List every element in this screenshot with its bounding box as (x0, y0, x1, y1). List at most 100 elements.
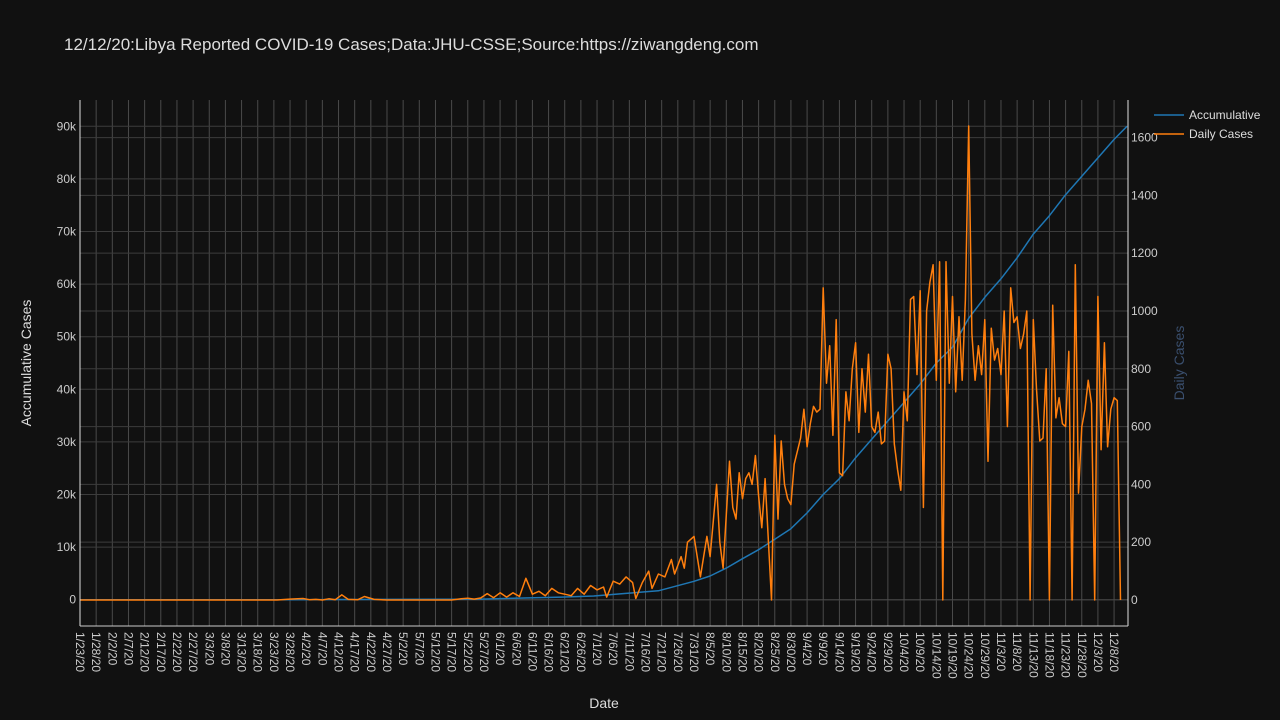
x-tick-label: 11/18/20 (1042, 632, 1056, 678)
x-tick-label: 1/28/20 (89, 632, 103, 672)
x-tick-label: 9/9/20 (816, 632, 830, 666)
y-left-tick-label: 20k (57, 488, 77, 502)
x-tick-label: 7/31/20 (687, 632, 701, 672)
legend-label-daily-cases: Daily Cases (1189, 127, 1253, 141)
axes (79, 100, 1129, 627)
x-tick-label: 5/27/20 (477, 632, 491, 672)
x-tick-label: 10/9/20 (913, 632, 927, 672)
y-right-tick-label: 1000 (1131, 304, 1158, 318)
x-tick-label: 2/17/20 (154, 632, 168, 672)
x-tick-label: 11/8/20 (1010, 632, 1024, 671)
x-tick-label: 11/13/20 (1026, 632, 1040, 678)
x-tick-label: 3/8/20 (218, 632, 232, 666)
left-axis-ticks: 0 10k 20k 30k 40k 50k 60k 70k 80k 90k (57, 119, 77, 606)
y-right-tick-label: 800 (1131, 362, 1151, 376)
x-tick-label: 7/21/20 (655, 632, 669, 672)
x-tick-label: 11/23/20 (1059, 632, 1073, 678)
right-axis-ticks: 0 200 400 600 800 1000 1200 1400 1600 (1131, 131, 1158, 607)
x-tick-label: 11/3/20 (994, 632, 1008, 671)
x-tick-label: 1/23/20 (73, 632, 87, 672)
x-tick-label: 12/8/20 (1107, 632, 1121, 672)
x-tick-label: 2/7/20 (121, 632, 135, 666)
x-tick-label: 8/5/20 (703, 632, 717, 666)
y-right-tick-label: 1400 (1131, 188, 1158, 202)
x-tick-label: 8/25/20 (768, 632, 782, 672)
x-tick-label: 6/26/20 (574, 632, 588, 672)
x-tick-label: 8/20/20 (752, 632, 766, 672)
left-axis-title: Accumulative Cases (18, 300, 34, 427)
x-tick-label: 4/22/20 (364, 632, 378, 672)
plot-area (80, 100, 1128, 626)
x-tick-label: 7/1/20 (590, 632, 604, 666)
x-tick-label: 6/21/20 (558, 632, 572, 672)
y-left-tick-label: 10k (57, 540, 77, 554)
y-left-tick-label: 70k (57, 225, 77, 239)
y-left-tick-label: 30k (57, 435, 77, 449)
y-left-tick-label: 0 (69, 593, 76, 607)
x-tick-label: 9/19/20 (849, 632, 863, 672)
x-tick-label: 5/22/20 (461, 632, 475, 672)
x-tick-label: 9/29/20 (881, 632, 895, 672)
x-tick-label: 6/16/20 (542, 632, 556, 672)
y-left-tick-label: 50k (57, 330, 77, 344)
x-tick-label: 3/13/20 (235, 632, 249, 672)
x-tick-label: 4/27/20 (380, 632, 394, 672)
x-tick-label: 10/14/20 (929, 632, 943, 679)
x-tick-label: 4/17/20 (348, 632, 362, 672)
y-right-tick-label: 1200 (1131, 246, 1158, 260)
x-axis-ticks: 1/23/20 1/28/20 2/2/20 2/7/20 2/12/20 2/17/20… (73, 632, 1121, 679)
right-axis-title: Daily Cases (1171, 326, 1187, 401)
x-tick-label: 10/4/20 (897, 632, 911, 672)
x-tick-label: 5/17/20 (445, 632, 459, 672)
y-right-tick-label: 0 (1131, 593, 1138, 607)
x-tick-label: 6/11/20 (525, 632, 539, 671)
x-tick-label: 10/24/20 (962, 632, 976, 679)
x-tick-label: 12/3/20 (1091, 632, 1105, 672)
x-tick-label: 3/23/20 (267, 632, 281, 672)
legend-label-accumulative: Accumulative (1189, 108, 1261, 122)
x-tick-label: 7/16/20 (639, 632, 653, 672)
y-left-tick-label: 90k (57, 119, 77, 133)
x-tick-label: 10/29/20 (978, 632, 992, 679)
x-tick-label: 6/1/20 (493, 632, 507, 666)
series-line-daily-cases (80, 125, 1122, 601)
x-tick-label: 2/27/20 (186, 632, 200, 672)
x-tick-label: 4/7/20 (315, 632, 329, 666)
grid (79, 100, 1128, 626)
x-tick-label: 3/3/20 (202, 632, 216, 666)
x-tick-label: 5/12/20 (428, 632, 442, 672)
x-tick-label: 5/2/20 (396, 632, 410, 666)
y-right-tick-label: 400 (1131, 477, 1151, 491)
y-right-tick-label: 600 (1131, 420, 1151, 434)
y-left-tick-label: 80k (57, 172, 77, 186)
x-tick-label: 6/6/20 (509, 632, 523, 666)
x-tick-label: 4/12/20 (332, 632, 346, 672)
x-tick-label: 9/24/20 (865, 632, 879, 672)
x-axis-title: Date (589, 695, 619, 711)
x-tick-label: 7/6/20 (606, 632, 620, 666)
y-right-tick-label: 1600 (1131, 131, 1158, 145)
y-right-tick-label: 200 (1131, 535, 1151, 549)
x-tick-label: 4/2/20 (299, 632, 313, 666)
x-tick-label: 8/10/20 (719, 632, 733, 672)
x-tick-label: 10/19/20 (946, 632, 960, 679)
x-tick-label: 11/28/20 (1075, 632, 1089, 678)
x-tick-label: 9/14/20 (832, 632, 846, 672)
x-tick-label: 7/11/20 (622, 632, 636, 671)
x-tick-label: 3/18/20 (251, 632, 265, 672)
series-layer (80, 125, 1128, 601)
chart-title: 12/12/20:Libya Reported COVID-19 Cases;D… (64, 35, 759, 54)
x-tick-label: 2/22/20 (170, 632, 184, 672)
x-tick-label: 9/4/20 (800, 632, 814, 666)
x-tick-label: 7/26/20 (671, 632, 685, 672)
x-tick-label: 8/15/20 (735, 632, 749, 672)
y-left-tick-label: 60k (57, 277, 77, 291)
x-tick-label: 5/7/20 (412, 632, 426, 666)
x-tick-label: 3/28/20 (283, 632, 297, 672)
legend[interactable]: Accumulative Daily Cases (1154, 108, 1261, 141)
x-tick-label: 2/2/20 (105, 632, 119, 666)
series-line-accumulative (80, 125, 1128, 601)
y-left-tick-label: 40k (57, 382, 77, 396)
